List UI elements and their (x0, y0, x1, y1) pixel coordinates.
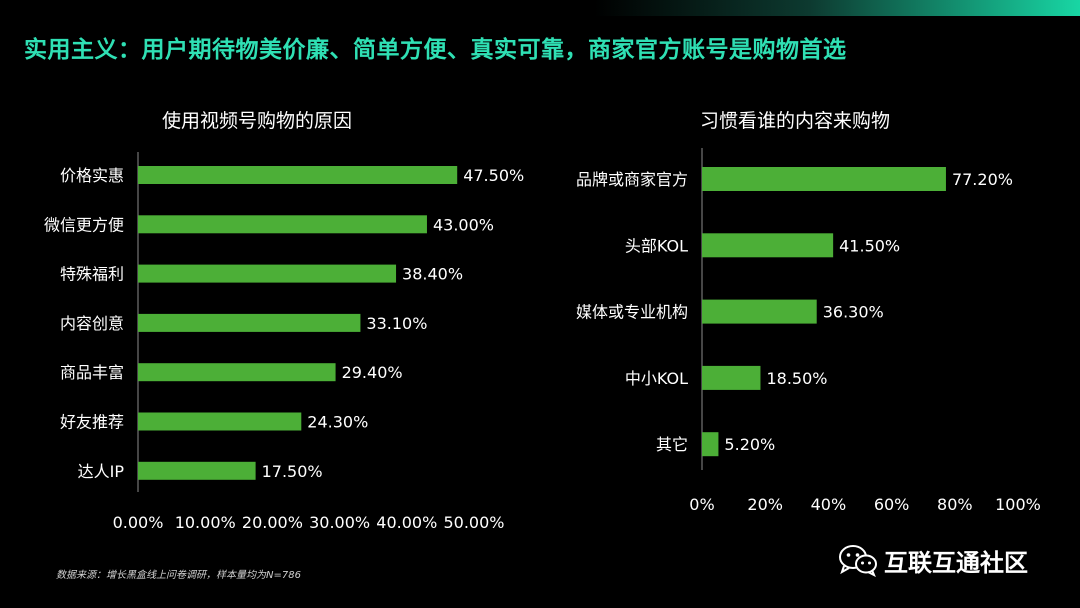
chart1-value-label: 38.40% (402, 265, 463, 284)
chart1-tick-label: 30.00% (309, 513, 370, 532)
chart1-category-label: 达人IP (78, 462, 125, 481)
chart1-tick-label: 0.00% (113, 513, 164, 532)
chart2-bar (702, 167, 946, 191)
chart1-value-label: 29.40% (342, 363, 403, 382)
chart2-bar (702, 299, 817, 324)
chart1-tick-label: 40.00% (376, 513, 437, 532)
brand-watermark: 互联互通社区 (838, 540, 1028, 580)
chart1-category-label: 内容创意 (60, 314, 124, 333)
chart1-value-label: 47.50% (463, 166, 524, 185)
page-headline: 实用主义：用户期待物美价廉、简单方便、真实可靠，商家官方账号是购物首选 (24, 37, 847, 63)
chart2-value-label: 41.50% (839, 236, 900, 255)
chart2-value-label: 18.50% (766, 369, 827, 388)
chart1-category-label: 好友推荐 (60, 413, 124, 432)
chart1-bar (138, 461, 256, 480)
chart2-tick-label: 0% (689, 495, 714, 514)
chart2-category-label: 其它 (656, 435, 688, 454)
chart2-category-label: 头部KOL (625, 236, 688, 255)
chart1-bar (138, 363, 336, 382)
chart2-bar (702, 365, 761, 390)
chart1-category-label: 商品丰富 (60, 363, 124, 382)
chart1-bar (138, 313, 361, 332)
chart2-tick-label: 60% (874, 495, 910, 514)
chart2-value-label: 36.30% (823, 303, 884, 322)
chart1-value-label: 24.30% (307, 413, 368, 432)
chart2-tick-label: 40% (811, 495, 847, 514)
chart2-bar (702, 233, 834, 258)
chart2-category-label: 媒体或专业机构 (576, 303, 688, 322)
chart2-category-label: 中小KOL (625, 369, 688, 388)
chart2-title: 习惯看谁的内容来购物 (700, 110, 891, 132)
chart2-category-label: 品牌或商家官方 (576, 170, 688, 189)
chart1-bar (138, 412, 302, 431)
chart1-bar (138, 166, 458, 184)
chart2-content-source-bar-chart: 品牌或商家官方 77.20% 头部KOL 41.50% 媒体或专业机构 36.30% 中小K… (576, 148, 1041, 514)
chart1-tick-label: 10.00% (175, 513, 236, 532)
chart1-bar (138, 264, 397, 283)
chart2-tick-label: 20% (747, 495, 783, 514)
chart2-tick-label: 100% (995, 495, 1041, 514)
chart2-tick-label: 80% (937, 495, 973, 514)
chart1-value-label: 17.50% (262, 462, 323, 481)
header-gradient-strip (0, 0, 1080, 16)
data-source-footnote: 数据来源：增长黑盒线上问卷调研，样本量均为N=786 (56, 570, 301, 581)
chart1-value-label: 33.10% (366, 314, 427, 333)
brand-name: 互联互通社区 (884, 548, 1028, 577)
chart1-category-label: 价格实惠 (60, 166, 124, 185)
chart2-value-label: 5.20% (724, 435, 775, 454)
chart2-value-label: 77.20% (952, 170, 1013, 189)
chart1-category-label: 微信更方便 (44, 215, 124, 234)
chart1-title: 使用视频号购物的原因 (162, 110, 353, 132)
chart1-bar (138, 215, 427, 234)
chart1-category-label: 特殊福利 (60, 265, 124, 284)
chart1-value-label: 43.00% (433, 215, 494, 234)
chart1-tick-label: 50.00% (443, 513, 504, 532)
chart1-reasons-bar-chart: 价格实惠 47.50% 微信更方便 43.00% 特殊福利 38.40% 内容创意 33.10… (44, 152, 524, 532)
chart1-tick-label: 20.00% (242, 513, 303, 532)
wechat-icon (839, 545, 877, 577)
chart2-bar (702, 432, 719, 457)
